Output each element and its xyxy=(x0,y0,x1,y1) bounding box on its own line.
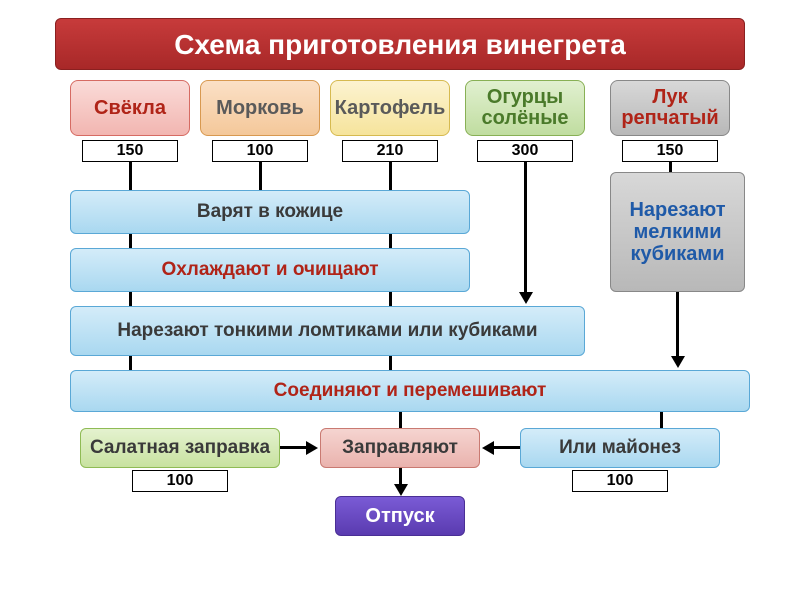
step-boil-text: Варят в кожице xyxy=(197,202,343,223)
step-cool-text: Охлаждают и очищают xyxy=(161,260,378,281)
step-season-text: Заправляют xyxy=(342,438,458,459)
step-dressing-text: Салатная заправка xyxy=(90,438,270,459)
ingredient-box: Свёкла xyxy=(70,80,190,136)
step-cool: Охлаждают и очищают xyxy=(70,248,470,292)
connector xyxy=(129,234,132,248)
step-serve: Отпуск xyxy=(335,496,465,536)
connector xyxy=(389,356,392,370)
ingredient-weight: 100 xyxy=(212,140,308,162)
step-cubes-text: Нарезают мелкими кубиками xyxy=(617,199,738,265)
connector xyxy=(669,162,672,172)
connector xyxy=(389,292,392,306)
step-mayo-text: Или майонез xyxy=(559,438,681,459)
ingredient-weight: 150 xyxy=(622,140,718,162)
step-mix-text: Соединяют и перемешивают xyxy=(274,381,547,402)
ingredient-box: Лук репчатый xyxy=(610,80,730,136)
connector xyxy=(280,446,308,449)
ingredient-box: Картофель xyxy=(330,80,450,136)
step-cubes: Нарезают мелкими кубиками xyxy=(610,172,745,292)
step-boil: Варят в кожице xyxy=(70,190,470,234)
connector xyxy=(660,412,663,428)
step-slice-text: Нарезают тонкими ломтиками или кубиками xyxy=(117,321,537,342)
connector xyxy=(129,162,132,192)
connector xyxy=(129,292,132,306)
step-season: Заправляют xyxy=(320,428,480,468)
connector xyxy=(492,446,520,449)
ingredient-weight: 150 xyxy=(82,140,178,162)
connector xyxy=(259,162,262,192)
ingredient-weight: 210 xyxy=(342,140,438,162)
connector xyxy=(389,162,392,192)
connector xyxy=(389,234,392,248)
step-dressing: Салатная заправка xyxy=(80,428,280,468)
ingredient-box: Морковь xyxy=(200,80,320,136)
arrow-icon xyxy=(394,484,408,496)
connector xyxy=(676,292,679,358)
connector xyxy=(524,162,527,294)
step-mix: Соединяют и перемешивают xyxy=(70,370,750,412)
connector xyxy=(129,356,132,370)
weight-mayo: 100 xyxy=(572,470,668,492)
ingredient-box: Огурцы солёные xyxy=(465,80,585,136)
arrow-icon xyxy=(482,441,494,455)
ingredient-weight: 300 xyxy=(477,140,573,162)
step-mayo: Или майонез xyxy=(520,428,720,468)
step-serve-text: Отпуск xyxy=(365,505,434,527)
arrow-icon xyxy=(306,441,318,455)
arrow-icon xyxy=(671,356,685,368)
step-slice: Нарезают тонкими ломтиками или кубиками xyxy=(70,306,585,356)
title-bar: Схема приготовления винегрета xyxy=(55,18,745,70)
weight-dressing: 100 xyxy=(132,470,228,492)
arrow-icon xyxy=(519,292,533,304)
